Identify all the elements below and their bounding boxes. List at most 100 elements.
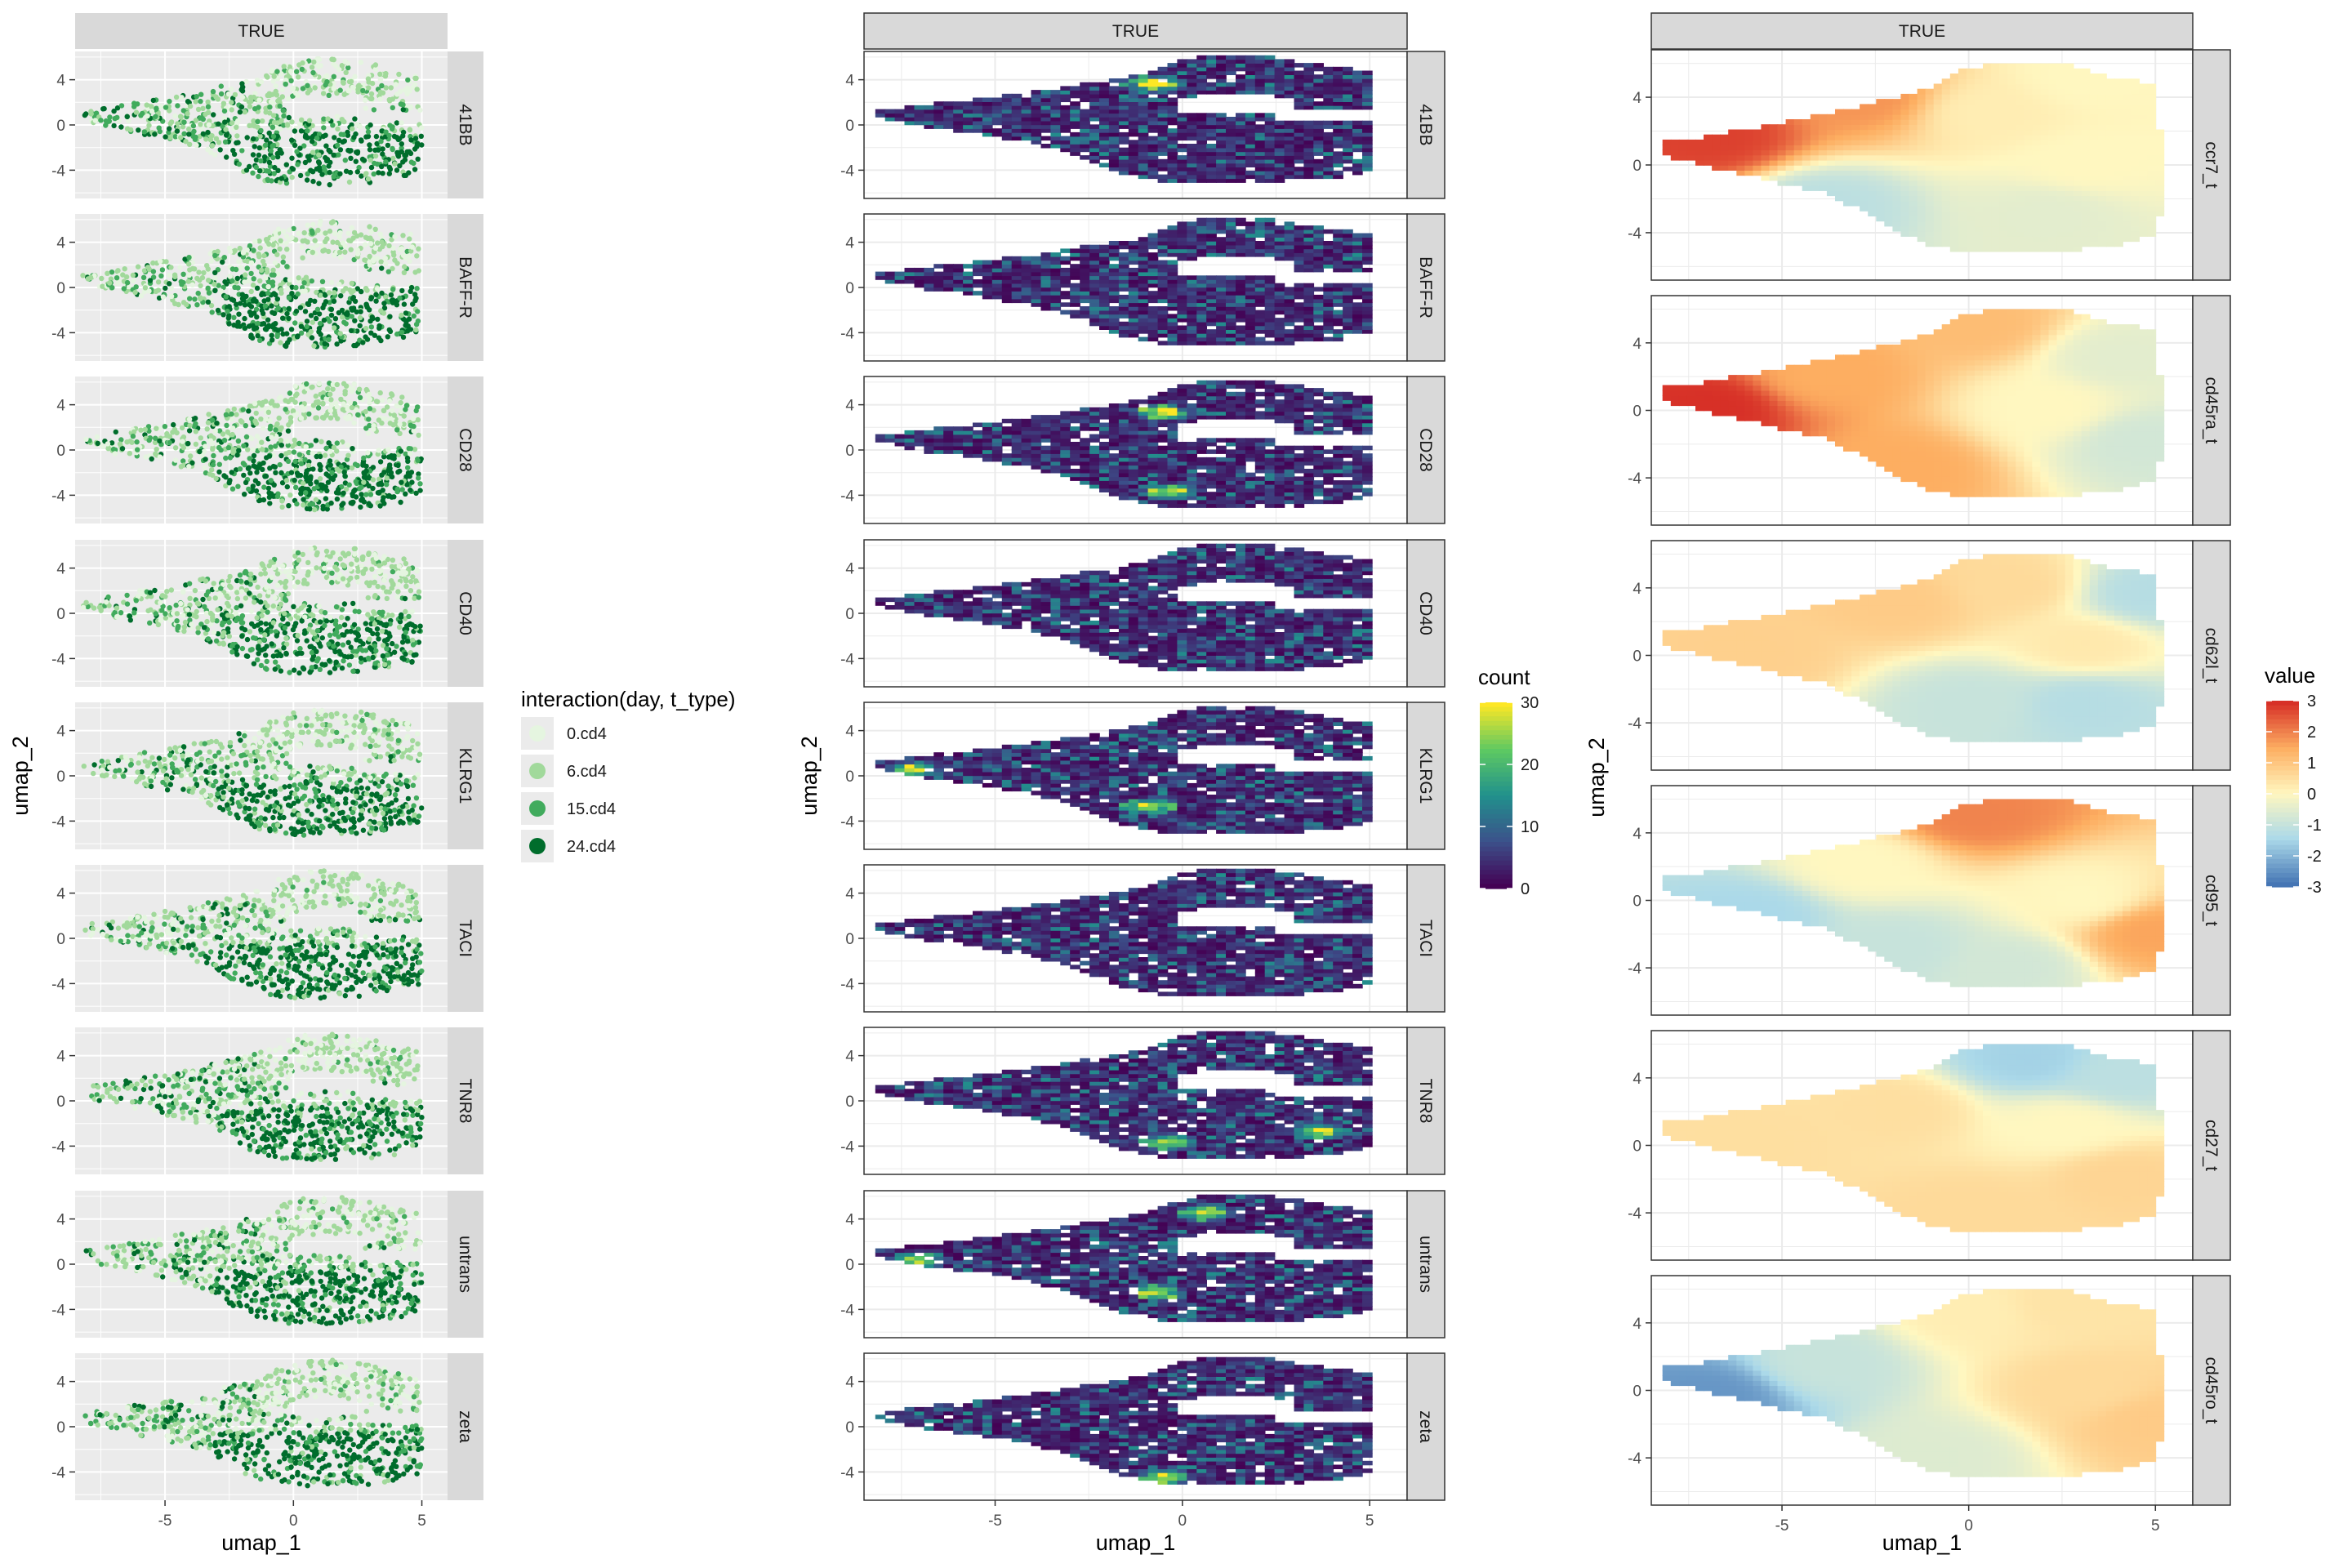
- scatter-point: [310, 657, 314, 662]
- scatter-point: [329, 307, 334, 312]
- scatter-point: [415, 87, 420, 91]
- scatter-point: [305, 469, 310, 474]
- scatter-point: [395, 589, 400, 594]
- scatter-point: [211, 112, 216, 117]
- scatter-point: [371, 426, 376, 431]
- scatter-point: [127, 451, 132, 456]
- scatter-point: [318, 799, 323, 804]
- scatter-point: [263, 275, 268, 280]
- scatter-point: [353, 299, 358, 304]
- scatter-point: [367, 254, 372, 259]
- scatter-point: [379, 164, 384, 169]
- scatter-point: [359, 289, 363, 294]
- scatter-point: [175, 103, 180, 108]
- scatter-point: [264, 237, 269, 242]
- scatter-point: [352, 622, 357, 627]
- scatter-point: [278, 147, 283, 152]
- scatter-point: [409, 285, 414, 290]
- scatter-point: [300, 384, 305, 389]
- scatter-point: [369, 91, 374, 96]
- scatter-point: [355, 631, 360, 636]
- scatter-point: [390, 105, 395, 110]
- scatter-point: [358, 395, 363, 400]
- scatter-point: [261, 461, 265, 466]
- scatter-point: [167, 126, 172, 131]
- scatter-point: [407, 253, 412, 258]
- scatter-point: [273, 470, 278, 475]
- scatter-point: [196, 626, 201, 630]
- scatter-point: [412, 813, 416, 817]
- scatter-point: [236, 259, 241, 264]
- facet-panel: BAFF-R40-4: [51, 214, 483, 361]
- scatter-point: [229, 120, 234, 125]
- scatter-point: [281, 108, 286, 113]
- scatter-point: [376, 636, 381, 641]
- scatter-point: [284, 311, 289, 316]
- scatter-point: [243, 595, 248, 600]
- scatter-point: [253, 478, 258, 483]
- scatter-point: [401, 107, 406, 112]
- scatter-point: [393, 792, 398, 797]
- scatter-point: [212, 764, 217, 768]
- scatter-point: [376, 323, 381, 328]
- scatter-point: [418, 951, 423, 956]
- scatter-point: [394, 427, 399, 432]
- y-tick-label: 0: [56, 768, 65, 786]
- scatter-point: [134, 598, 139, 603]
- scatter-point: [381, 622, 386, 627]
- scatter-point: [229, 470, 234, 474]
- scatter-point: [208, 777, 213, 782]
- scatter-point: [96, 927, 100, 932]
- scatter-point: [183, 139, 188, 144]
- scatter-point: [241, 443, 246, 448]
- scatter-point: [249, 621, 254, 626]
- scatter-point: [287, 746, 292, 751]
- scatter-point: [267, 105, 272, 109]
- scatter-point: [387, 399, 392, 403]
- scatter-point: [368, 241, 373, 246]
- scatter-point: [325, 386, 330, 391]
- scatter-point: [412, 82, 417, 87]
- scatter-point: [412, 76, 417, 81]
- scatter-point: [252, 898, 256, 902]
- scatter-point: [341, 563, 345, 568]
- scatter-point: [332, 135, 336, 140]
- scatter-point: [363, 105, 368, 110]
- scatter-point: [212, 275, 217, 280]
- scatter-point: [240, 95, 245, 100]
- scatter-point: [235, 949, 240, 954]
- scatter-point: [287, 115, 292, 120]
- scatter-point: [306, 412, 311, 416]
- scatter-point: [358, 124, 363, 129]
- scatter-point: [362, 727, 367, 732]
- scatter-point: [368, 775, 372, 780]
- scatter-point: [96, 441, 100, 446]
- scatter-point: [195, 925, 200, 930]
- scatter-point: [194, 143, 198, 148]
- scatter-point: [350, 766, 354, 771]
- scatter-point: [274, 69, 279, 74]
- scatter-point: [268, 444, 273, 449]
- scatter-point: [284, 478, 289, 483]
- scatter-point: [200, 106, 205, 111]
- scatter-point: [366, 416, 371, 421]
- scatter-point: [327, 615, 332, 620]
- scatter-point: [212, 270, 217, 275]
- scatter-point: [176, 928, 180, 933]
- scatter-point: [376, 417, 381, 422]
- scatter-point: [167, 281, 172, 286]
- scatter-point: [225, 911, 229, 916]
- scatter-point: [387, 327, 392, 332]
- scatter-point: [310, 222, 315, 227]
- scatter-point: [373, 246, 378, 251]
- scatter-point: [381, 495, 385, 500]
- scatter-point: [397, 564, 402, 568]
- scatter-point: [178, 748, 183, 753]
- scatter-point: [308, 87, 313, 92]
- scatter-point: [342, 470, 347, 474]
- scatter-point: [267, 828, 272, 833]
- scatter-point: [283, 569, 287, 574]
- scatter-point: [336, 310, 341, 315]
- scatter-point: [305, 716, 310, 721]
- scatter-point: [354, 831, 359, 835]
